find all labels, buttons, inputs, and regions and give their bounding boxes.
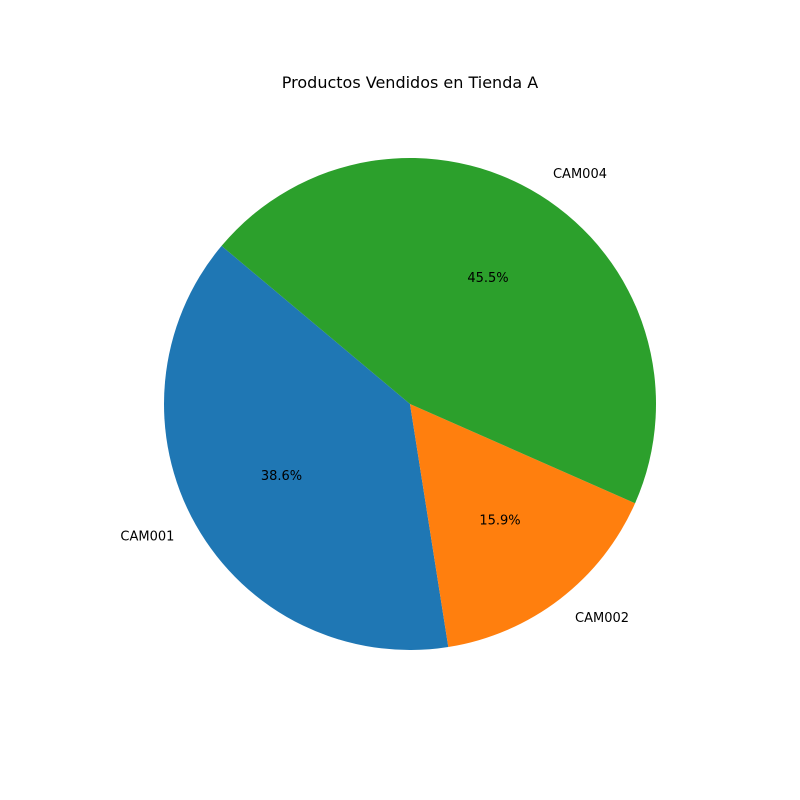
percent-label-cam004: 45.5% [467,271,508,286]
slice-label-cam002: CAM002 [575,611,629,626]
percent-label-cam001: 38.6% [261,469,302,484]
slice-label-cam004: CAM004 [553,167,607,182]
percent-label-cam002: 15.9% [479,513,520,528]
pie-labels: CAM001 38.6% CAM002 15.9% CAM004 45.5% [120,167,629,626]
pie-slices [164,158,656,650]
pie-slice-cam001 [164,245,449,650]
chart-title: Productos Vendidos en Tienda A [282,73,538,92]
slice-label-cam001: CAM001 [120,530,174,545]
pie-slice-cam004 [221,158,656,504]
pie-slice-cam002 [410,404,636,647]
